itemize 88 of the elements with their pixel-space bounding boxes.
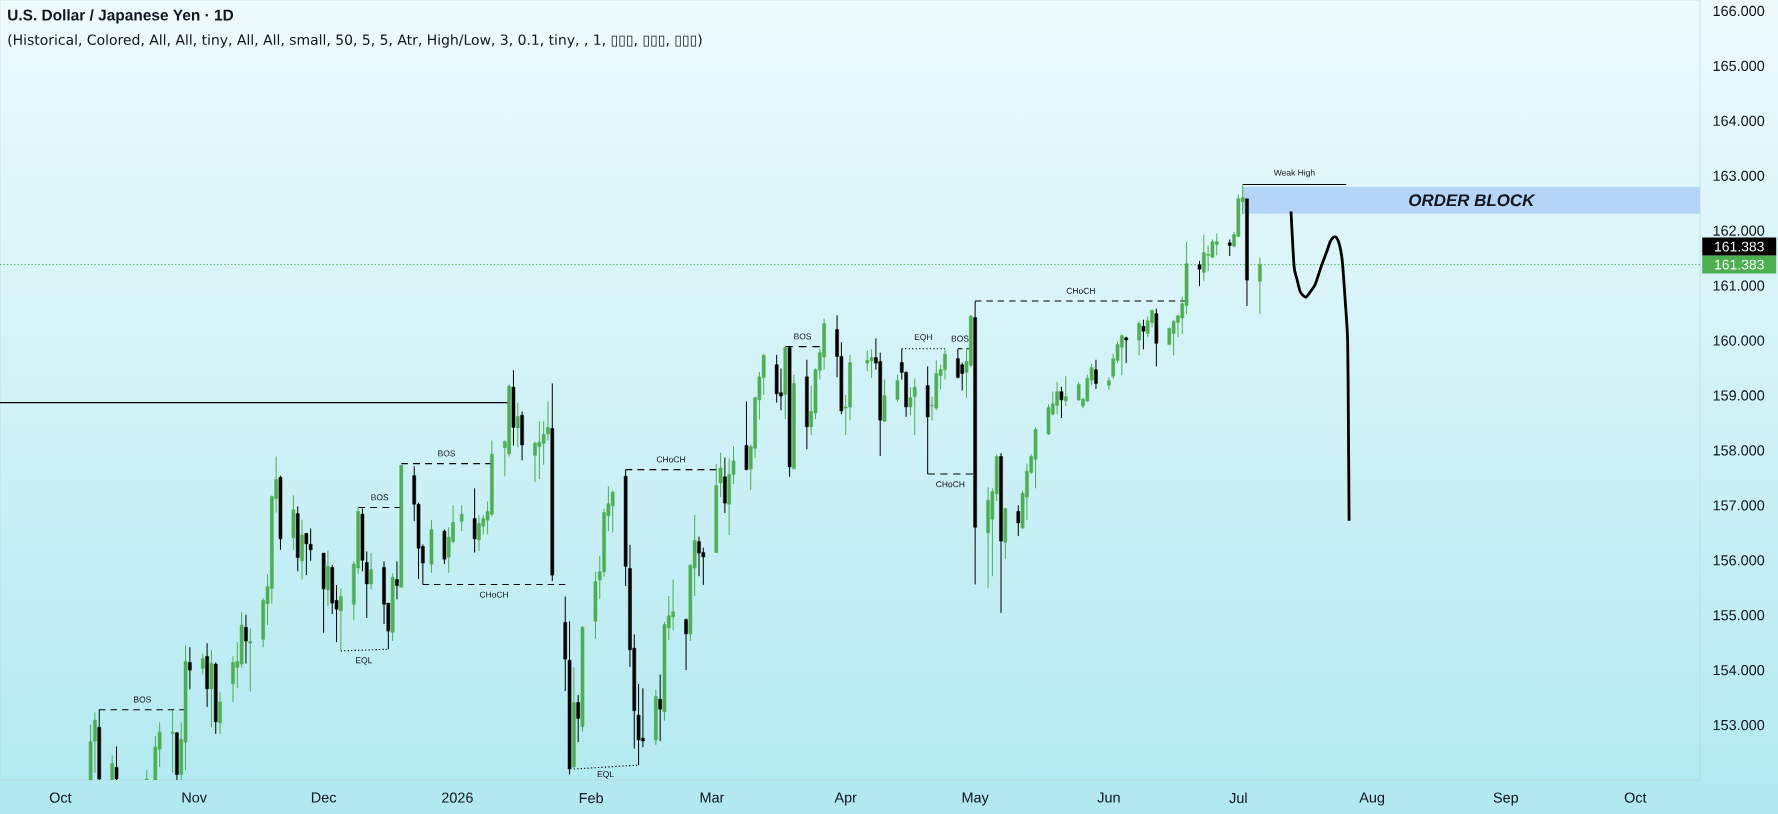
candlestick	[1171, 319, 1176, 356]
series-label: CHoCH	[1066, 287, 1095, 294]
y-tick-label: 157.000	[1713, 500, 1765, 511]
x-tick-label: Feb	[579, 792, 603, 804]
y-tick-label: 160.000	[1713, 335, 1765, 346]
candlestick	[200, 653, 205, 676]
candlestick	[1202, 234, 1206, 282]
candlestick	[218, 691, 222, 735]
x-tick-label: Oct	[1624, 792, 1647, 803]
y-tick-label: 155.000	[1713, 610, 1765, 621]
y-tick-label: 165.000	[1713, 60, 1765, 72]
candlestick	[1094, 359, 1098, 390]
candlestick	[718, 452, 723, 498]
candlestick	[960, 362, 964, 392]
candlestick	[671, 579, 675, 631]
candlestick	[684, 618, 688, 671]
y-tick-label: 153.000	[1713, 719, 1765, 731]
candlestick	[304, 532, 309, 576]
candlestick	[1214, 232, 1219, 256]
x-tick-label: Aug	[1359, 792, 1385, 806]
series-label: BOS	[951, 335, 969, 342]
x-tick-label: Mar	[700, 792, 725, 803]
text: U.S. Dollar / Japanese Yen · 1D	[8, 9, 234, 24]
text: (Historical, Colored, All, All, tiny, All, All, small, 50, 5, 5, Atr, High/Low, 3, 0.1, tiny, , 1, ▯▯▯, ▯▯▯, ▯▯▯)	[8, 34, 702, 48]
series-label: EQL	[356, 657, 373, 665]
candlestick	[395, 560, 399, 600]
series-label: CHoCH	[936, 481, 965, 488]
candlestick	[188, 646, 192, 690]
candlestick	[339, 587, 343, 652]
series-label: EQL	[597, 771, 614, 779]
x-tick-label: May	[962, 792, 989, 806]
y-tick-label: 162.000	[1713, 225, 1765, 236]
y-tick-label: 159.000	[1713, 390, 1765, 401]
line-series	[1289, 210, 1351, 523]
candlestick	[244, 614, 248, 665]
y-tick-label: 161.000	[1713, 280, 1765, 291]
y-tick-label: 158.000	[1713, 445, 1765, 456]
candlestick	[1063, 375, 1068, 407]
series-label: BOS	[134, 696, 151, 703]
y-tick-label: 156.000	[1713, 555, 1765, 566]
candlestick	[110, 754, 114, 780]
band-label: ORDER BLOCK	[1409, 194, 1536, 207]
series-label: Weak High	[1273, 169, 1315, 178]
candlestick	[477, 514, 481, 552]
x-tick-label: Oct	[49, 792, 72, 803]
y-tick-label: 154.000	[1713, 665, 1765, 676]
candlestick	[1124, 336, 1128, 364]
candlestick	[1016, 504, 1021, 537]
candlestick	[658, 674, 662, 742]
y-tick-label: 163.000	[1713, 170, 1765, 181]
candlestick	[1059, 386, 1064, 419]
series-label: BOS	[438, 450, 456, 457]
candlestick	[537, 420, 542, 480]
x-tick-label: Jun	[1097, 792, 1120, 803]
series-label: CHoCH	[656, 456, 685, 463]
ref-line-label: 161.383	[1715, 259, 1764, 270]
candlestick	[1141, 319, 1146, 350]
x-tick-label: 2026	[442, 792, 473, 803]
candlestick	[1055, 381, 1059, 415]
x-tick-label: Dec	[311, 792, 337, 803]
candlestick	[248, 627, 253, 693]
x-tick-label: Sep	[1493, 792, 1519, 806]
candlestick	[610, 490, 615, 533]
x-tick-label: Jul	[1229, 792, 1247, 804]
candlestick	[114, 745, 119, 780]
candlestick	[1197, 260, 1202, 287]
candlestick	[895, 374, 900, 403]
series-label: BOS	[794, 333, 812, 340]
candlestick	[369, 552, 373, 590]
candlestick	[472, 487, 477, 554]
candlestick	[515, 402, 520, 448]
candlestick	[576, 694, 580, 743]
series-label: EQH	[914, 334, 932, 342]
x-tick-label: Nov	[182, 792, 207, 803]
candlestick	[459, 504, 464, 532]
series-label: CHoCH	[479, 591, 508, 598]
y-tick-label: 164.000	[1713, 115, 1765, 126]
candlestick	[869, 348, 874, 379]
candlestick	[1137, 320, 1141, 356]
candlestick	[912, 377, 917, 436]
candlestick	[326, 549, 330, 607]
series-label: BOS	[371, 494, 389, 501]
candlestick	[1107, 376, 1111, 391]
x-tick-label: Apr	[834, 792, 857, 806]
text: 161.383	[1715, 241, 1764, 252]
candlestick	[865, 349, 870, 372]
y-tick-label: 166.000	[1713, 5, 1765, 17]
candlestick	[170, 709, 175, 774]
